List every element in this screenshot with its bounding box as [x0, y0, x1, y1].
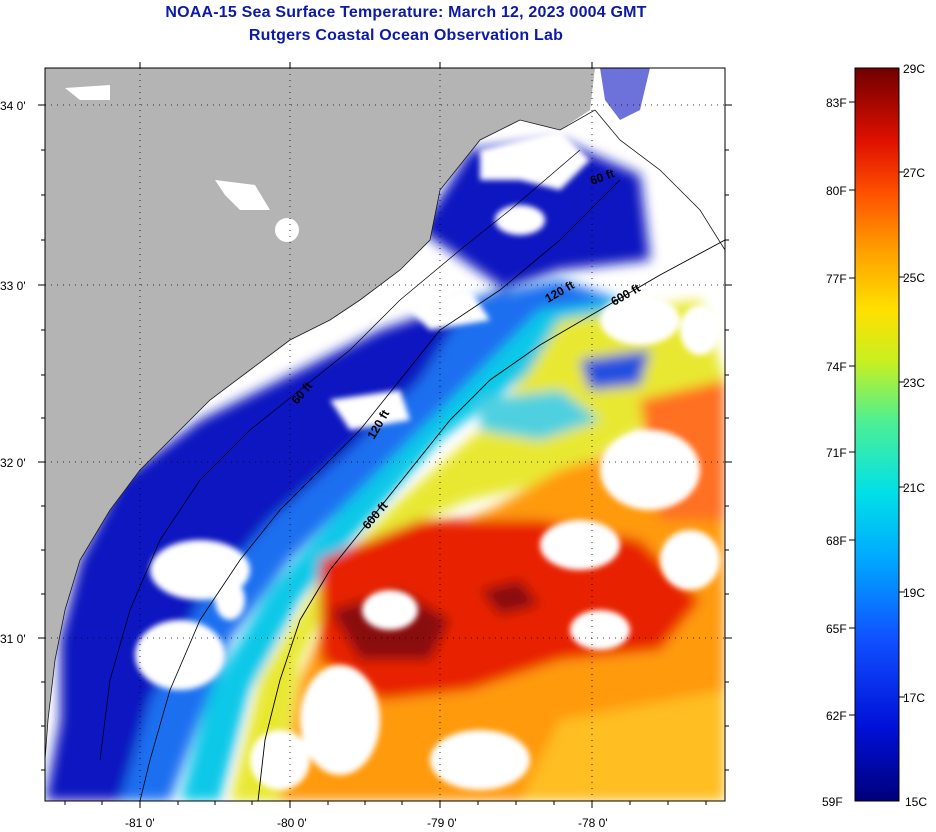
colorbar-f-74: 74F	[826, 360, 847, 374]
isobath-60ft	[99, 149, 581, 761]
colorbar-f-65: 65F	[826, 622, 847, 636]
colorbar-f-68: 68F	[826, 534, 847, 548]
lat-label-32: 32 0'	[0, 456, 26, 470]
lon-label-78: -78 0'	[578, 816, 608, 830]
lat-label-33: 33 0'	[0, 279, 26, 293]
colorbar	[854, 67, 900, 802]
lon-label-79: -79 0'	[427, 816, 457, 830]
colorbar-f-59: 59F	[822, 795, 843, 809]
colorbar-f-80: 80F	[826, 184, 847, 198]
map-frame	[44, 67, 726, 802]
cloud-mask	[135, 130, 720, 790]
colorbar-c-19: 19C	[903, 586, 925, 600]
colorbar-c-29: 29C	[903, 62, 925, 76]
graticule	[45, 68, 725, 801]
colorbar-c-15: 15C	[905, 795, 927, 809]
colorbar-c-17: 17C	[903, 691, 925, 705]
colorbar-f-71: 71F	[826, 446, 847, 460]
colorbar-f-83: 83F	[826, 96, 847, 110]
colorbar-c-25: 25C	[903, 271, 925, 285]
colorbar-f-62: 62F	[826, 709, 847, 723]
axis-ticks	[38, 62, 732, 808]
lat-label-31: 31 0'	[0, 632, 26, 646]
land-mass	[45, 68, 595, 760]
isobath-120ft	[139, 179, 621, 801]
lat-label-34: 34 0'	[0, 99, 26, 113]
colorbar-ticks	[849, 101, 905, 716]
chart-subtitle: Rutgers Coastal Ocean Observation Lab	[248, 27, 564, 44]
lon-label-80: -80 0'	[277, 816, 307, 830]
colorbar-c-23: 23C	[903, 376, 925, 390]
sst-field	[45, 140, 725, 801]
isobath-600ft	[257, 239, 725, 801]
lon-label-81: -81 0'	[125, 816, 155, 830]
chart-title: NOAA-15 Sea Surface Temperature: March 1…	[165, 4, 647, 21]
colorbar-c-21: 21C	[903, 481, 925, 495]
colorbar-c-27: 27C	[903, 166, 925, 180]
colorbar-f-77: 77F	[826, 272, 847, 286]
